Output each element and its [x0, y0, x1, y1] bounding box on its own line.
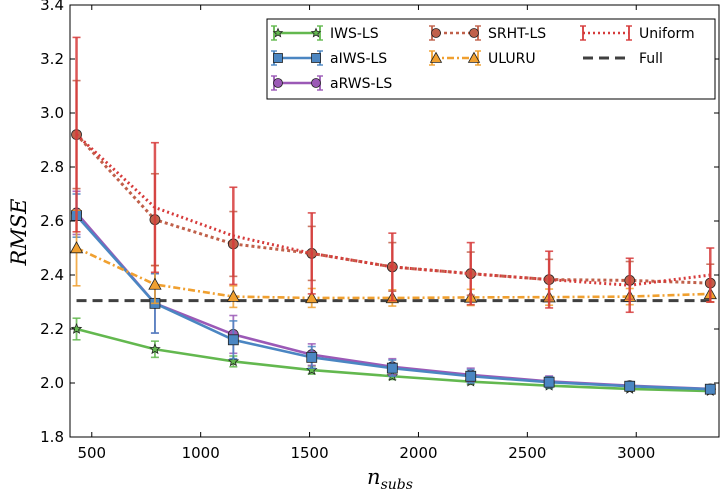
- legend-entry-uluru: ULURU: [429, 50, 536, 67]
- legend-entry-full: Full: [583, 51, 663, 67]
- legend-marker-iws-ls: [310, 27, 322, 38]
- y-tick-label: 3.2: [40, 50, 64, 68]
- y-tick-label: 2.4: [40, 266, 64, 284]
- marker-aiws-ls: [704, 383, 716, 395]
- marker-aiws-ls: [386, 362, 398, 374]
- marker-uluru: [70, 241, 84, 254]
- legend-marker-arws-ls: [311, 78, 321, 88]
- legend-label-aiws-ls: aIWS-LS: [330, 51, 387, 67]
- legend-marker-aiws-ls: [273, 53, 283, 63]
- y-tick-label: 2.6: [40, 212, 64, 230]
- plot-area: [70, 36, 717, 396]
- legend-marker-uluru: [467, 51, 481, 63]
- legend-marker-srht-ls: [469, 28, 479, 38]
- legend-marker-aiws-ls: [311, 53, 321, 63]
- x-tick-label: 2000: [399, 444, 437, 462]
- legend-label-iws-ls: IWS-LS: [330, 26, 379, 42]
- marker-aiws-ls: [306, 351, 318, 363]
- series-uniform: [72, 36, 715, 314]
- x-axis-label-main: n: [367, 465, 381, 489]
- legend-entry-srht-ls: SRHT-LS: [429, 25, 546, 42]
- marker-aiws-ls: [543, 376, 555, 388]
- legend-label-uniform: Uniform: [639, 26, 695, 42]
- marker-aiws-ls: [227, 334, 239, 346]
- legend-marker-iws-ls: [272, 27, 284, 38]
- y-tick-label: 2.0: [40, 374, 64, 392]
- axes: 1.8 2.0 2.2 2.4 2.6 2.8 3.0 3.2 3.4 500 1000 1500 20…: [40, 0, 720, 462]
- x-tick-label: 2500: [508, 444, 546, 462]
- legend: IWS-LS aIWS-LS aRWS-LS SRHT-LS ULURU Uniform F…: [266, 18, 716, 100]
- x-axis-label-subscript: subs: [381, 477, 413, 493]
- x-tick-label: 3000: [617, 444, 655, 462]
- marker-uluru: [148, 277, 162, 290]
- legend-label-srht-ls: SRHT-LS: [488, 26, 546, 42]
- plot-content: [70, 36, 717, 396]
- marker-iws-ls: [149, 343, 161, 355]
- y-tick-label: 2.8: [40, 158, 64, 176]
- legend-entry-aiws-ls: aIWS-LS: [271, 50, 387, 67]
- legend-box: [266, 18, 716, 100]
- marker-aiws-ls: [465, 370, 477, 382]
- legend-marker-srht-ls: [431, 28, 441, 38]
- y-tick-label: 3.4: [40, 0, 64, 14]
- legend-label-uluru: ULURU: [488, 51, 536, 67]
- y-axis-label: RMSE: [7, 198, 31, 266]
- x-axis-label: nsubs: [367, 465, 413, 493]
- y-tick-label: 3.0: [40, 104, 64, 122]
- legend-entry-iws-ls: IWS-LS: [271, 25, 379, 42]
- x-tick-label: 500: [77, 444, 106, 462]
- marker-iws-ls: [227, 355, 240, 367]
- marker-uluru: [305, 291, 319, 304]
- legend-marker-arws-ls: [273, 78, 283, 88]
- x-tick-label: 1000: [182, 444, 220, 462]
- x-tick-label: 1500: [290, 444, 328, 462]
- marker-iws-ls: [70, 322, 83, 334]
- legend-entry-arws-ls: aRWS-LS: [271, 75, 392, 92]
- y-tick-label: 2.2: [40, 320, 64, 338]
- legend-label-full: Full: [639, 51, 663, 67]
- marker-aiws-ls: [624, 380, 636, 392]
- legend-label-arws-ls: aRWS-LS: [330, 76, 392, 92]
- y-tick-label: 1.8: [40, 428, 64, 446]
- line-uluru: [75, 246, 711, 300]
- legend-marker-uluru: [429, 51, 443, 63]
- legend-entry-uniform: Uniform: [580, 25, 695, 42]
- marker-uluru: [226, 289, 241, 302]
